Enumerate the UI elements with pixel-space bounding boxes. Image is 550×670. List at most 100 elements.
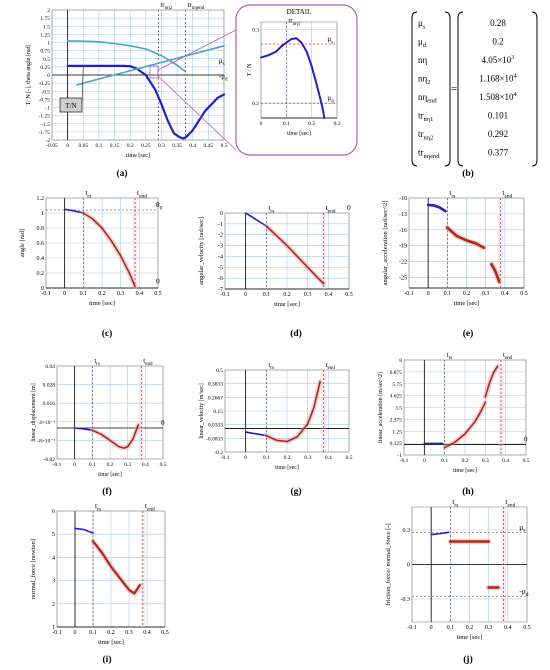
- y-tick-label: 5.75: [392, 382, 402, 388]
- y-tick-label: 1.25: [392, 429, 402, 435]
- chart-a: -0.05 0 0.05 0.1 0.15 0.2 0.25 0.3 0.35 0.4 0.45 0.…: [26, 1, 228, 159]
- annotation: θ0: [156, 200, 163, 211]
- x-tick-label: -0.1: [221, 455, 230, 461]
- y-tick-label: -1: [45, 106, 50, 112]
- y-tick-label: 6.875: [390, 370, 403, 376]
- y-tick-label: -2: [45, 138, 50, 144]
- series-line-red: [265, 380, 321, 443]
- plot-frame: [260, 21, 338, 119]
- param-value: 0.101: [488, 111, 508, 121]
- y-tick-label: 0: [220, 211, 223, 217]
- y-axis-label: angle [rad]: [19, 229, 26, 257]
- x-tick-label: 0.4: [325, 455, 332, 461]
- y-tick-label: 3: [52, 579, 55, 585]
- y-tick-label: -0.3: [401, 597, 411, 603]
- panel-label-c: (c): [102, 328, 113, 339]
- x-tick-label: 0.2: [98, 291, 106, 297]
- y-tick-label: 6: [52, 509, 55, 515]
- end-band: [498, 360, 504, 455]
- series-line-red: [82, 212, 136, 288]
- x-tick-label: 0.2: [107, 462, 114, 468]
- y-axis-label: angular_velocity [rad/sec]: [198, 217, 205, 285]
- x-axis-label: time [sec]: [89, 300, 115, 307]
- panel-label-f: (f): [102, 486, 112, 497]
- param-symbol: trnη1: [418, 111, 433, 124]
- x-axis-label: time [sec]: [274, 301, 300, 308]
- y-tick-label: -25: [399, 275, 407, 281]
- x-axis-label: time [sec]: [98, 639, 124, 646]
- annotation: tend: [326, 361, 336, 371]
- panel-label-h: (h): [462, 486, 474, 497]
- matrix-bracket: [411, 11, 418, 167]
- annotation: μs: [519, 522, 525, 533]
- annotation: tend: [143, 357, 153, 367]
- annotation: trs: [85, 188, 91, 199]
- x-tick-label: 0.35: [172, 143, 182, 149]
- annotation: 0: [156, 277, 160, 286]
- annotation: tend: [137, 188, 147, 199]
- param-symbol: μs: [418, 18, 426, 31]
- x-tick-label: 0.5: [523, 458, 530, 464]
- y-axis-label: T/ N [-], theta angle [rad]: [26, 45, 32, 106]
- panel-label-a: (a): [116, 168, 127, 179]
- param-symbol: nη2: [418, 74, 430, 87]
- y-tick-label: -0.0833: [206, 436, 223, 442]
- x-tick-label: 0.4: [501, 291, 509, 297]
- annotation: trs: [95, 501, 101, 512]
- x-tick-label: 0.4: [142, 462, 149, 468]
- annotation: tend: [505, 497, 515, 508]
- annotation: trnη2: [160, 1, 172, 11]
- y-tick-label: -7: [218, 287, 223, 293]
- y-tick-label: 5: [52, 532, 55, 538]
- x-tick-label: 0.1: [89, 462, 96, 468]
- y-tick-label: 0.25: [40, 65, 50, 71]
- series-line-blue: [66, 64, 226, 140]
- y-tick-label: 2: [52, 602, 55, 608]
- y-tick-label: 0.5: [43, 57, 50, 63]
- plot-frame: [224, 369, 350, 453]
- y-axis-label: linear_displacement [m]: [31, 383, 37, 441]
- x-tick-label: 0.1: [444, 291, 452, 297]
- series-line-red: [443, 401, 487, 449]
- y-tick-label: 0.6: [37, 241, 45, 247]
- y-tick-label: 1: [41, 211, 44, 217]
- y-tick-label: 0.5: [216, 368, 223, 374]
- x-tick-label: -0.05: [46, 143, 58, 149]
- y-tick-label: -0.75: [39, 97, 51, 103]
- x-tick-label: 0.2: [463, 291, 471, 297]
- x-tick-label: 0: [244, 455, 247, 461]
- x-tick-label: 0.4: [502, 458, 509, 464]
- y-tick-label: 0.016: [43, 401, 56, 407]
- x-tick-label: 0.5: [160, 462, 167, 468]
- x-tick-label: -0.1: [407, 625, 417, 631]
- matrix-bracket: [444, 11, 451, 167]
- series-glow: [80, 210, 138, 289]
- chart-detail: 0 0.1 0.2 0.3 0.2 0.3 time [sec] T / N DETAILtrn…: [247, 8, 341, 137]
- series-line-red: [490, 262, 501, 283]
- x-tick-label: 0.1: [263, 292, 271, 298]
- annotation: 0: [524, 435, 528, 443]
- y-tick-label: 0: [47, 73, 50, 79]
- param-symbol: nηend: [418, 92, 437, 105]
- x-tick-label: 0.5: [523, 625, 531, 631]
- end-band: [139, 366, 144, 459]
- series-line-red: [91, 424, 140, 449]
- x-axis-label: time [sec]: [275, 465, 299, 471]
- equals-sign: =: [451, 83, 457, 95]
- y-tick-label: 0.3833: [208, 382, 223, 388]
- param-value: 0.377: [488, 148, 509, 158]
- x-tick-label: 0.5: [346, 455, 353, 461]
- x-tick-label: 0.4: [136, 291, 144, 297]
- annotation: trs: [268, 203, 274, 214]
- annotation: trs: [449, 188, 455, 199]
- y-tick-label: -22: [399, 260, 407, 266]
- x-tick-label: 0.2: [127, 143, 134, 149]
- param-symbol: nη: [418, 55, 428, 65]
- tn-arrow: [81, 66, 84, 104]
- matrix-bracket: [531, 11, 538, 167]
- tn-box-label: T/N: [65, 102, 76, 110]
- chart-c: -0.1 0 0.1 0.2 0.3 0.4 0.500.20.40.60.811.2tim…: [19, 188, 163, 307]
- y-tick-label: 3.5: [395, 406, 402, 412]
- param-value: 0.28: [490, 18, 506, 28]
